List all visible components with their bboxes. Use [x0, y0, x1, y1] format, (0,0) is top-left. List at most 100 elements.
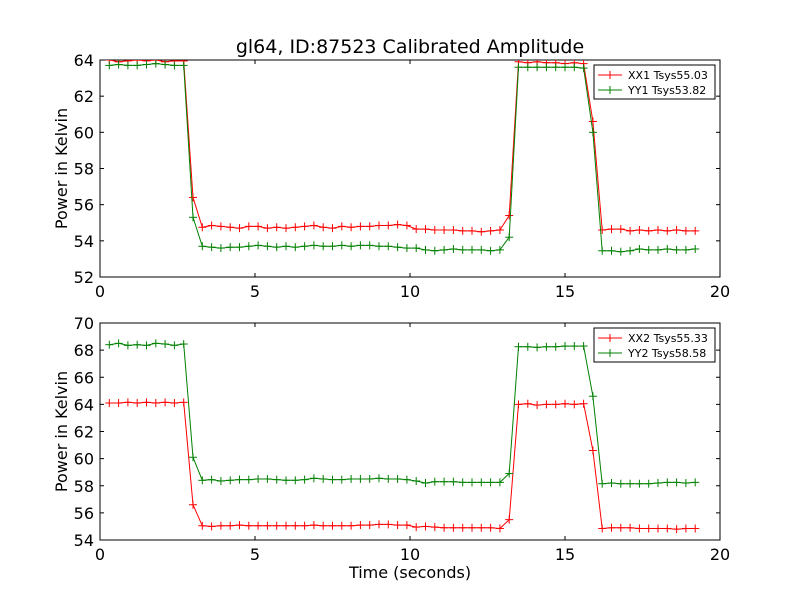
top-legend-box: [593, 64, 716, 100]
top-series-2-point: [347, 242, 356, 251]
bottom-series-1-point: [133, 399, 142, 408]
top-series-1-point: [393, 220, 402, 229]
bottom-series-1-point: [216, 521, 225, 530]
top-series-2-point: [533, 63, 542, 72]
bottom-series-2-point: [179, 340, 188, 349]
top-series-2-point: [105, 61, 114, 70]
top-series-2-point: [179, 61, 188, 70]
bottom-series-1-point: [300, 521, 309, 530]
top-series-1-point: [495, 225, 504, 234]
bottom-series-2-point: [579, 342, 588, 351]
bottom-series-1-point: [495, 524, 504, 533]
top-series-2-point: [309, 241, 318, 250]
top-series-1-point: [607, 225, 616, 234]
top-series-2-point: [495, 245, 504, 254]
top-series-2-point: [486, 246, 495, 255]
top-y-axis-label: Power in Kelvin: [52, 108, 71, 229]
top-series-2-point: [207, 243, 216, 252]
bottom-series-1-point: [626, 523, 635, 532]
top-series-1-point: [616, 225, 625, 234]
bottom-series-1-point: [337, 521, 346, 530]
bottom-series-2-point: [319, 474, 328, 483]
bottom-series-2-point: [542, 342, 551, 351]
bottom-series-1-point: [691, 524, 700, 533]
bottom-series-1-point: [440, 523, 449, 532]
bottom-series-2-point: [189, 453, 197, 462]
bottom-series-1: [105, 398, 700, 534]
top-series-2-point: [607, 246, 616, 255]
top-series-1-point: [505, 211, 514, 220]
top-series-2-point: [654, 245, 662, 254]
top-series-1-point: [635, 225, 644, 234]
top-series-2-point: [626, 246, 635, 255]
bottom-series-2-point: [616, 479, 625, 488]
top-x-tick-label: 5: [250, 282, 260, 301]
bottom-series-1-point: [309, 521, 318, 530]
top-series-1-point: [207, 221, 216, 230]
top-series-1-point: [272, 223, 281, 232]
bottom-series-1-point: [393, 521, 402, 530]
top-x-tick-label: 0: [95, 282, 105, 301]
top-series-1-line: [109, 60, 696, 233]
bottom-series-1-point: [644, 524, 653, 533]
bottom-series-2-point: [300, 475, 309, 484]
bottom-series-1-point: [402, 521, 411, 530]
bottom-y-tick-label: 58: [74, 477, 94, 496]
bottom-legend-entry: YY2 Tsys58.58: [598, 347, 706, 360]
bottom-series-1-point: [616, 523, 625, 532]
bottom-series-1-point: [123, 398, 132, 407]
top-legend: XX1 Tsys55.03 YY1 Tsys53.82: [593, 64, 716, 100]
top-series-1-point: [449, 225, 458, 234]
top-series-2-point: [477, 245, 486, 254]
bottom-series-2-point: [105, 340, 114, 349]
top-series-1-point: [300, 222, 309, 231]
bottom-series-1-point: [579, 399, 588, 408]
bottom-series-1-point: [421, 522, 430, 531]
top-series-1-point: [226, 223, 235, 232]
bottom-series-2-point: [672, 478, 681, 487]
top-x-tick-label: 15: [555, 282, 575, 301]
bottom-series-2-point: [161, 340, 170, 349]
bottom-series-2-point: [375, 474, 383, 483]
bottom-series-1-point: [412, 523, 421, 532]
bottom-series-1-point: [226, 521, 235, 530]
bottom-series-2-point: [198, 476, 207, 485]
top-y-tick-label: 60: [74, 123, 94, 142]
top-series-2-point: [691, 244, 700, 253]
bottom-series-2-point: [412, 477, 421, 486]
top-x-tick-label: 10: [400, 282, 420, 301]
bottom-x-tick-label: 15: [555, 545, 575, 564]
top-series-1-point: [477, 227, 486, 236]
top-series-1-point: [598, 225, 607, 234]
bottom-series-2-point: [365, 474, 374, 483]
bottom-series-2-point: [244, 475, 253, 484]
bottom-series-2-point: [235, 475, 244, 484]
bottom-series-1-point: [263, 521, 272, 530]
top-series-1-point: [626, 226, 635, 235]
top-series-2-point: [505, 233, 514, 242]
bottom-series-2-point: [663, 478, 672, 487]
bottom-x-axis-label: Time (seconds): [348, 563, 471, 582]
top-series-2-point: [365, 241, 374, 250]
bottom-series-1-point: [384, 520, 393, 529]
top-series-2-point: [598, 246, 607, 255]
bottom-series-2-point: [207, 475, 216, 484]
top-series-2-point: [133, 61, 142, 70]
top-series-2-point: [551, 63, 560, 72]
bottom-series-1-point: [365, 521, 374, 530]
bottom-series-2-point: [505, 469, 514, 478]
bottom-y-tick-label: 54: [74, 531, 94, 550]
bottom-series-1-point: [142, 398, 151, 407]
bottom-series-1-point: [319, 521, 328, 530]
bottom-series-2-point: [598, 479, 607, 488]
bottom-series-2-point: [282, 476, 290, 485]
bottom-series-2-point: [328, 475, 337, 484]
bottom-x-tick-label: 10: [400, 545, 420, 564]
top-series-1-point: [263, 224, 272, 233]
top-series-2-point: [412, 244, 421, 253]
bottom-series-1-point: [328, 521, 337, 530]
bottom-series-1-point: [672, 525, 681, 534]
top-series-2-point: [402, 244, 411, 253]
top-series-2-point: [514, 63, 523, 72]
